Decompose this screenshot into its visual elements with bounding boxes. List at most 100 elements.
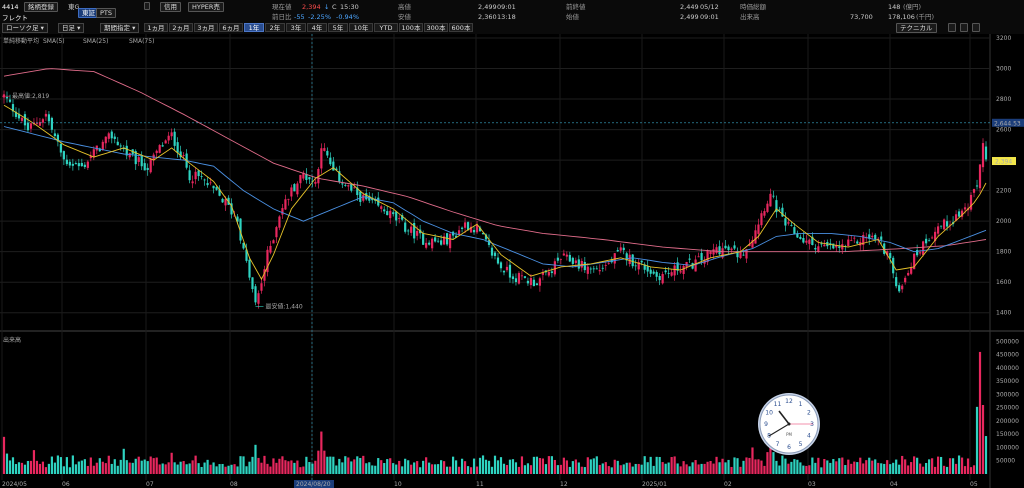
candle-293 bbox=[880, 236, 883, 240]
candle-55 bbox=[167, 135, 170, 141]
volume-bar-250 bbox=[751, 447, 754, 474]
candle-126 bbox=[380, 206, 383, 209]
candle-180 bbox=[541, 272, 545, 275]
candle-83 bbox=[251, 277, 254, 290]
volume-bar-326 bbox=[978, 351, 982, 474]
credit-button[interactable]: 信用 bbox=[160, 2, 181, 12]
volume-bar-231 bbox=[694, 460, 697, 474]
period-button-8[interactable]: 5年 bbox=[328, 23, 348, 32]
candle-54 bbox=[164, 140, 167, 144]
candle-14 bbox=[44, 113, 48, 117]
volume-bar-128 bbox=[386, 459, 389, 474]
candle-323 bbox=[969, 194, 973, 210]
period-button-2[interactable]: 3ヵ月 bbox=[194, 23, 218, 32]
period-button-10[interactable]: YTD bbox=[374, 23, 398, 32]
candle-307 bbox=[922, 241, 925, 256]
candle-30 bbox=[92, 149, 95, 158]
candle-148 bbox=[445, 233, 449, 245]
period-button-11[interactable]: 100本 bbox=[399, 23, 423, 32]
grid-icon[interactable] bbox=[948, 23, 956, 32]
period-button-12[interactable]: 300本 bbox=[424, 23, 448, 32]
candle-94 bbox=[284, 199, 287, 210]
print-icon[interactable] bbox=[972, 23, 980, 32]
candle-156 bbox=[469, 226, 473, 233]
settings-icon[interactable] bbox=[960, 23, 968, 32]
candle-269 bbox=[808, 239, 811, 244]
volume-bar-270 bbox=[811, 457, 814, 474]
volume-bar-44 bbox=[134, 458, 137, 474]
candle-174 bbox=[523, 276, 527, 278]
clock-number-2: 2 bbox=[807, 410, 811, 417]
range-select[interactable]: 期間指定 ▾ bbox=[100, 23, 140, 33]
period-button-4[interactable]: 1年 bbox=[244, 23, 264, 32]
volume-bar-134 bbox=[404, 458, 407, 474]
volume-bar-212 bbox=[637, 463, 640, 474]
candle-266 bbox=[799, 236, 802, 239]
candle-218 bbox=[655, 272, 658, 277]
candle-161 bbox=[484, 234, 488, 240]
legend-1: SMA(5) bbox=[43, 38, 65, 45]
volume-bar-17 bbox=[53, 462, 56, 474]
volume-bar-245 bbox=[736, 458, 739, 474]
volume-bar-289 bbox=[868, 457, 871, 474]
period-button-0[interactable]: 1ヵ月 bbox=[144, 23, 168, 32]
volume-bar-216 bbox=[649, 456, 652, 474]
candle-70 bbox=[212, 185, 215, 189]
volume-bar-27 bbox=[83, 459, 86, 474]
chart-type-select[interactable]: ローソク足 ▾ bbox=[2, 23, 48, 33]
volume-tick-0: 50000 bbox=[996, 458, 1015, 465]
sma5-line bbox=[3, 104, 987, 281]
candle-103 bbox=[311, 180, 314, 182]
candle-8 bbox=[26, 122, 30, 131]
candle-158 bbox=[475, 225, 479, 233]
candle-80 bbox=[242, 242, 245, 249]
volume-bar-112 bbox=[338, 458, 341, 474]
volume-bar-184 bbox=[553, 459, 556, 474]
candle-185 bbox=[556, 257, 559, 261]
period-button-5[interactable]: 2年 bbox=[265, 23, 285, 32]
candle-3 bbox=[11, 104, 15, 112]
period-button-3[interactable]: 6ヵ月 bbox=[219, 23, 243, 32]
candle-155 bbox=[466, 222, 470, 231]
technical-button[interactable]: テクニカル bbox=[896, 23, 937, 33]
candle-82 bbox=[248, 259, 251, 278]
candle-21 bbox=[65, 159, 68, 165]
volume-bar-155 bbox=[466, 466, 470, 474]
volume-bar-296 bbox=[889, 464, 892, 474]
turnover-value: 178,106 bbox=[888, 13, 915, 21]
watchlist-button[interactable]: 銘柄登録 bbox=[24, 2, 58, 12]
volume-bar-242 bbox=[727, 459, 730, 474]
price-tick-4: 2200 bbox=[996, 188, 1011, 195]
volume-bar-55 bbox=[167, 462, 170, 474]
volume-bar-56 bbox=[170, 452, 173, 474]
prev-pct2: -0.94% bbox=[336, 13, 359, 21]
volume-bar-75 bbox=[227, 465, 230, 474]
volume-bar-79 bbox=[239, 456, 242, 474]
candle-24 bbox=[74, 163, 77, 165]
candle-60 bbox=[182, 155, 185, 156]
checkbox-icon[interactable] bbox=[144, 2, 150, 10]
candle-206 bbox=[619, 247, 622, 251]
candle-277 bbox=[832, 243, 835, 249]
volume-bar-218 bbox=[655, 456, 658, 474]
tab-pts[interactable]: PTS bbox=[96, 8, 117, 18]
candle-138 bbox=[416, 230, 419, 236]
period-button-13[interactable]: 600本 bbox=[449, 23, 473, 32]
volume-bar-195 bbox=[586, 457, 589, 474]
volume-bar-30 bbox=[92, 465, 95, 474]
candle-164 bbox=[493, 252, 497, 256]
volume-bar-257 bbox=[772, 452, 775, 474]
period-select[interactable]: 日足 ▾ bbox=[58, 23, 85, 33]
period-button-1[interactable]: 2ヵ月 bbox=[169, 23, 193, 32]
volume-bar-58 bbox=[176, 464, 179, 474]
period-button-6[interactable]: 3年 bbox=[286, 23, 306, 32]
volume-bar-111 bbox=[335, 465, 338, 474]
stock-chart[interactable]: 1400160018002000220024002600280030003200… bbox=[0, 34, 1024, 488]
candle-130 bbox=[392, 212, 395, 215]
volume-bar-222 bbox=[667, 462, 670, 474]
volume-bar-286 bbox=[859, 457, 862, 474]
period-button-9[interactable]: 10年 bbox=[349, 23, 373, 32]
hyper-sell-button[interactable]: HYPER売 bbox=[188, 2, 224, 12]
high-annotation: 最高値:2,819 bbox=[12, 92, 49, 100]
period-button-7[interactable]: 4年 bbox=[307, 23, 327, 32]
